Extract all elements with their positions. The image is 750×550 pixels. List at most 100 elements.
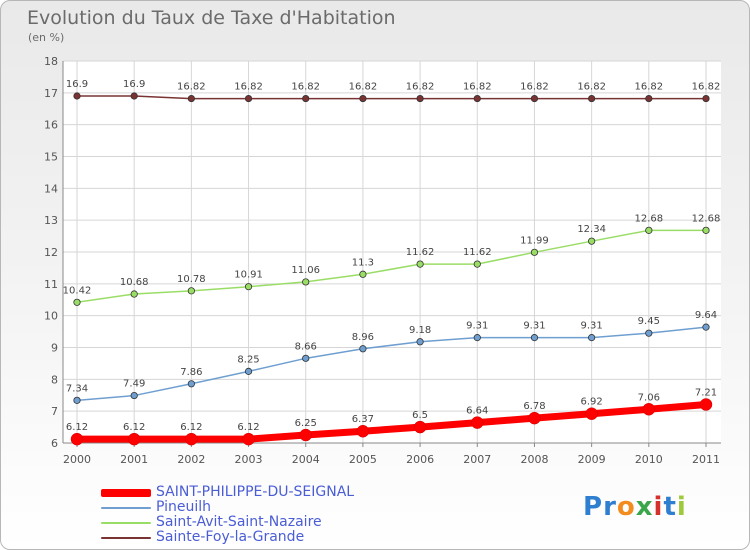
proxiti-logo: Proxiti: [583, 492, 687, 522]
data-point: [70, 432, 84, 446]
data-label: 12.68: [634, 213, 663, 224]
data-label: 10.91: [234, 270, 263, 281]
data-label: 8.96: [352, 332, 374, 343]
data-label: 16.82: [234, 82, 263, 93]
data-point: [130, 391, 138, 400]
data-point: [642, 403, 656, 416]
data-point: [645, 94, 653, 103]
logo-letter: t: [663, 492, 677, 522]
data-point: [130, 92, 138, 100]
logo-letter: x: [635, 492, 654, 522]
data-point: [187, 287, 195, 295]
data-label: 12.34: [577, 224, 606, 235]
data-label: 16.82: [406, 82, 435, 93]
logo-letter: P: [583, 492, 604, 522]
logo-letter: i: [676, 492, 687, 522]
data-point: [73, 92, 81, 100]
legend-swatch: [101, 506, 151, 509]
data-label: 6.12: [237, 422, 259, 433]
legend-swatch: [101, 521, 151, 524]
data-point: [528, 411, 541, 425]
data-label: 6.37: [352, 414, 374, 425]
data-point: [416, 338, 424, 346]
series-line: [76, 95, 707, 100]
data-label: 9.31: [466, 321, 488, 332]
data-point: [127, 432, 141, 446]
data-point: [645, 329, 653, 337]
y-tick-label: 17: [44, 87, 58, 100]
data-label: 16.9: [123, 79, 145, 90]
data-label: 7.86: [180, 367, 202, 378]
x-tick-label: 2000: [63, 453, 91, 466]
data-label: 9.18: [409, 325, 431, 336]
x-tick-label: 2004: [292, 453, 320, 466]
data-label: 11.99: [520, 235, 549, 246]
data-label: 16.82: [692, 82, 721, 93]
y-tick-label: 18: [44, 55, 58, 68]
data-point: [359, 94, 367, 103]
x-tick-label: 2008: [520, 453, 548, 466]
data-point: [473, 94, 481, 103]
data-label: 6.5: [412, 410, 428, 421]
data-label: 6.25: [295, 418, 317, 429]
series-line: [76, 326, 707, 402]
data-label: 7.06: [638, 392, 660, 403]
data-point: [73, 396, 81, 404]
data-point: [588, 237, 596, 245]
legend-label: SAINT-PHILIPPE-DU-SEIGNAL: [156, 484, 355, 500]
data-point: [299, 428, 312, 442]
y-tick-label: 8: [51, 373, 58, 386]
data-label: 16.82: [349, 82, 378, 93]
data-point: [473, 260, 481, 268]
x-tick-label: 2003: [235, 453, 263, 466]
chart-title: Evolution du Taux de Taxe d'Habitation: [27, 7, 396, 29]
data-point: [73, 298, 81, 306]
data-label: 6.64: [466, 406, 488, 417]
data-point: [356, 424, 370, 438]
x-tick-label: 2006: [406, 453, 434, 466]
x-tick-label: 2002: [177, 453, 205, 466]
data-point: [242, 432, 255, 446]
data-point: [187, 380, 195, 388]
data-point: [359, 270, 367, 278]
data-label: 9.64: [695, 310, 717, 321]
x-tick-label: 2011: [692, 453, 720, 466]
data-point: [585, 407, 598, 420]
legend-label: Sainte-Foy-la-Grande: [156, 529, 305, 545]
data-point: [702, 226, 710, 234]
y-tick-label: 6: [51, 437, 58, 450]
data-label: 8.66: [295, 341, 317, 352]
data-label: 11.06: [291, 265, 320, 276]
logo-letter: r: [603, 492, 617, 522]
data-point: [588, 94, 596, 103]
data-point: [302, 278, 310, 286]
data-point: [471, 416, 484, 429]
x-tick-label: 2009: [578, 453, 606, 466]
data-point: [244, 367, 253, 375]
data-label: 9.45: [638, 316, 660, 327]
data-label: 16.82: [291, 82, 320, 93]
data-label: 6.12: [66, 422, 88, 433]
data-point: [244, 94, 253, 103]
series-line: [73, 400, 710, 443]
data-label: 10.68: [120, 277, 149, 288]
y-tick-label: 15: [44, 151, 58, 164]
data-point: [413, 420, 427, 434]
data-point: [416, 94, 424, 103]
logo-letter: o: [616, 492, 636, 522]
data-label: 7.34: [66, 383, 88, 394]
data-label: 16.82: [463, 82, 492, 93]
data-label: 16.9: [66, 79, 88, 90]
data-point: [130, 290, 138, 298]
x-tick-label: 2010: [635, 453, 663, 466]
data-label: 6.12: [180, 422, 202, 433]
x-tick-label: 2007: [463, 453, 491, 466]
data-label: 6.92: [581, 397, 603, 408]
data-point: [302, 354, 310, 362]
data-point: [530, 94, 539, 103]
data-label: 10.78: [177, 274, 206, 285]
x-tick-label: 2001: [120, 453, 148, 466]
y-tick-label: 13: [44, 214, 58, 227]
data-label: 6.12: [123, 422, 145, 433]
